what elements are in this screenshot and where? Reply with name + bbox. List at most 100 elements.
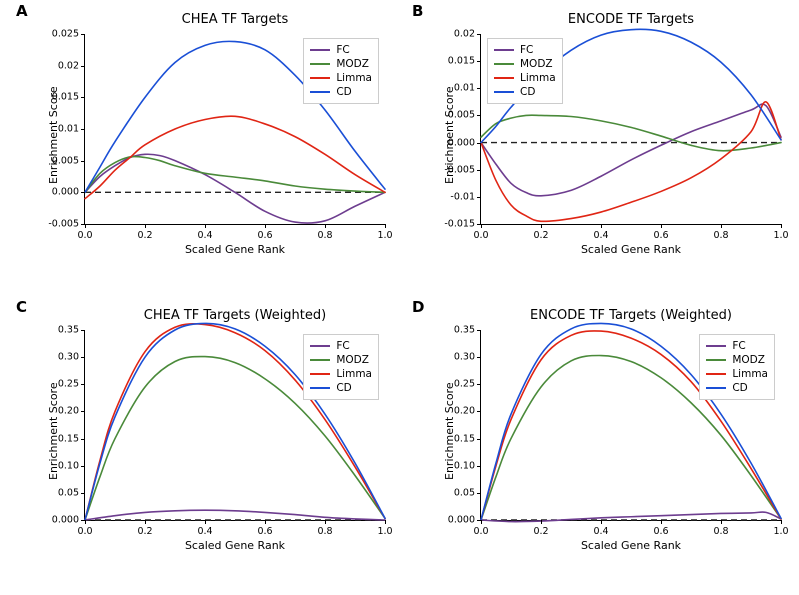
xtick-label: 0.8: [317, 520, 332, 537]
legend-label: Limma: [336, 367, 372, 381]
xtick-label: 1.0: [773, 520, 788, 537]
ytick-label: 0.02: [29, 60, 85, 71]
ytick-label: 0.25: [29, 379, 85, 390]
xtick-label: 1.0: [377, 224, 392, 241]
xtick-label: 0.2: [533, 224, 548, 241]
legend-item-CD: CD: [310, 85, 372, 99]
legend-swatch: [706, 359, 726, 361]
xtick-label: 0.6: [653, 224, 668, 241]
series-Limma: [85, 116, 385, 199]
xtick-label: 0.6: [257, 224, 272, 241]
legend-item-MODZ: MODZ: [310, 353, 372, 367]
ytick-label: -0.01: [425, 191, 481, 202]
legend-swatch: [494, 91, 514, 93]
panel-B-legend: FCMODZLimmaCD: [487, 38, 563, 104]
xtick-label: 0.6: [257, 520, 272, 537]
legend-label: FC: [336, 339, 349, 353]
legend-swatch: [310, 359, 330, 361]
ytick-label: 0.005: [425, 110, 481, 121]
xtick-label: 0.2: [533, 520, 548, 537]
legend-swatch: [494, 63, 514, 65]
panel-C-label: C: [16, 298, 27, 316]
panel-A-xlabel: Scaled Gene Rank: [85, 243, 385, 256]
panel-B-xlabel: Scaled Gene Rank: [481, 243, 781, 256]
panel-C-legend: FCMODZLimmaCD: [303, 334, 379, 400]
panel-B-axes: ENCODE TF Targets Enrichment Score Scale…: [480, 34, 781, 225]
panel-A-title: CHEA TF Targets: [85, 12, 385, 27]
ytick-label: 0.15: [29, 433, 85, 444]
series-FC: [85, 510, 385, 520]
xtick-label: 0.8: [713, 520, 728, 537]
ytick-label: 0.000: [425, 515, 481, 526]
legend-item-Limma: Limma: [310, 71, 372, 85]
legend-label: FC: [336, 43, 349, 57]
panel-A-axes: CHEA TF Targets Enrichment Score Scaled …: [84, 34, 385, 225]
xtick-label: 0.4: [593, 520, 608, 537]
legend-item-FC: FC: [310, 43, 372, 57]
figure-root: A CHEA TF Targets Enrichment Score Scale…: [0, 0, 799, 595]
ytick-label: -0.005: [29, 219, 85, 230]
legend-label: MODZ: [520, 57, 553, 71]
ytick-label: 0.10: [29, 460, 85, 471]
legend-swatch: [494, 77, 514, 79]
xtick-label: 0.4: [197, 224, 212, 241]
legend-item-Limma: Limma: [706, 367, 768, 381]
legend-swatch: [706, 345, 726, 347]
legend-label: CD: [732, 381, 747, 395]
legend-item-FC: FC: [706, 339, 768, 353]
legend-swatch: [310, 345, 330, 347]
legend-swatch: [310, 77, 330, 79]
ytick-label: -0.005: [425, 164, 481, 175]
legend-swatch: [310, 49, 330, 51]
legend-swatch: [310, 63, 330, 65]
legend-label: MODZ: [336, 57, 369, 71]
ytick-label: -0.015: [425, 219, 481, 230]
ytick-label: 0.005: [29, 155, 85, 166]
legend-label: FC: [732, 339, 745, 353]
xtick-label: 0.2: [137, 224, 152, 241]
series-MODZ: [481, 115, 781, 151]
legend-label: MODZ: [336, 353, 369, 367]
ytick-label: 0.05: [29, 487, 85, 498]
ytick-label: 0.05: [425, 487, 481, 498]
legend-item-Limma: Limma: [310, 367, 372, 381]
legend-label: CD: [336, 381, 351, 395]
xtick-label: 0.8: [713, 224, 728, 241]
xtick-label: 0.8: [317, 224, 332, 241]
legend-item-MODZ: MODZ: [494, 57, 556, 71]
legend-label: Limma: [336, 71, 372, 85]
ytick-label: 0.20: [425, 406, 481, 417]
ytick-label: 0.35: [425, 325, 481, 336]
ytick-label: 0.025: [29, 29, 85, 40]
panel-C-xlabel: Scaled Gene Rank: [85, 539, 385, 552]
ytick-label: 0.30: [29, 352, 85, 363]
ytick-label: 0.01: [425, 83, 481, 94]
xtick-label: 0.4: [593, 224, 608, 241]
legend-swatch: [706, 387, 726, 389]
legend-item-FC: FC: [494, 43, 556, 57]
ytick-label: 0.35: [29, 325, 85, 336]
panel-D-xlabel: Scaled Gene Rank: [481, 539, 781, 552]
panel-D-label: D: [412, 298, 424, 316]
legend-item-CD: CD: [310, 381, 372, 395]
legend-swatch: [310, 373, 330, 375]
xtick-label: 0.6: [653, 520, 668, 537]
legend-swatch: [706, 373, 726, 375]
panel-A-legend: FCMODZLimmaCD: [303, 38, 379, 104]
legend-label: MODZ: [732, 353, 765, 367]
series-Limma: [481, 102, 781, 222]
ytick-label: 0.000: [29, 187, 85, 198]
legend-item-MODZ: MODZ: [706, 353, 768, 367]
ytick-label: 0.015: [425, 56, 481, 67]
legend-item-Limma: Limma: [494, 71, 556, 85]
xtick-label: 1.0: [773, 224, 788, 241]
legend-label: Limma: [520, 71, 556, 85]
ytick-label: 0.25: [425, 379, 481, 390]
legend-label: CD: [520, 85, 535, 99]
legend-swatch: [310, 387, 330, 389]
xtick-label: 0.4: [197, 520, 212, 537]
panel-D-title: ENCODE TF Targets (Weighted): [481, 308, 781, 323]
series-MODZ: [85, 157, 385, 193]
panel-D-legend: FCMODZLimmaCD: [699, 334, 775, 400]
ytick-label: 0.015: [29, 92, 85, 103]
